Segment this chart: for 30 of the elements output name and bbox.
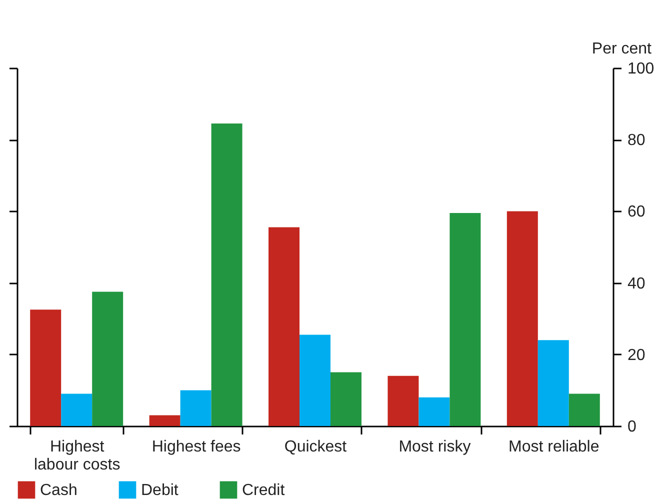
legend-label: Debit (141, 482, 179, 499)
bar (388, 376, 419, 426)
bar (300, 334, 330, 426)
y-tick-label: 20 (628, 346, 646, 364)
bar (30, 310, 62, 426)
bar (538, 340, 569, 426)
bar (61, 394, 92, 426)
bar (450, 212, 481, 426)
y-tick-label: 0 (628, 418, 636, 436)
bar (268, 227, 300, 426)
legend-label: Cash (40, 482, 78, 499)
y-tick-label: 60 (628, 204, 646, 221)
x-tick-label: Most reliable (508, 438, 600, 456)
bar (418, 397, 450, 426)
y-tick-label: 100 (628, 60, 654, 78)
bar (149, 415, 180, 426)
bar (211, 123, 242, 426)
y-tick-label: 40 (628, 275, 646, 292)
bar (92, 292, 124, 426)
bar (330, 372, 362, 426)
x-tick-label: Highest fees (152, 438, 241, 456)
bar (568, 394, 600, 426)
y-tick-label: 80 (628, 132, 646, 150)
bar (180, 390, 212, 426)
y-axis-title: Per cent (592, 40, 652, 58)
bar (506, 211, 538, 426)
legend-label: Credit (242, 482, 286, 499)
x-tick-label: Highest labour costs (34, 438, 120, 474)
x-tick-label: Most risky (398, 438, 471, 456)
x-tick-label: Quickest (284, 438, 348, 456)
